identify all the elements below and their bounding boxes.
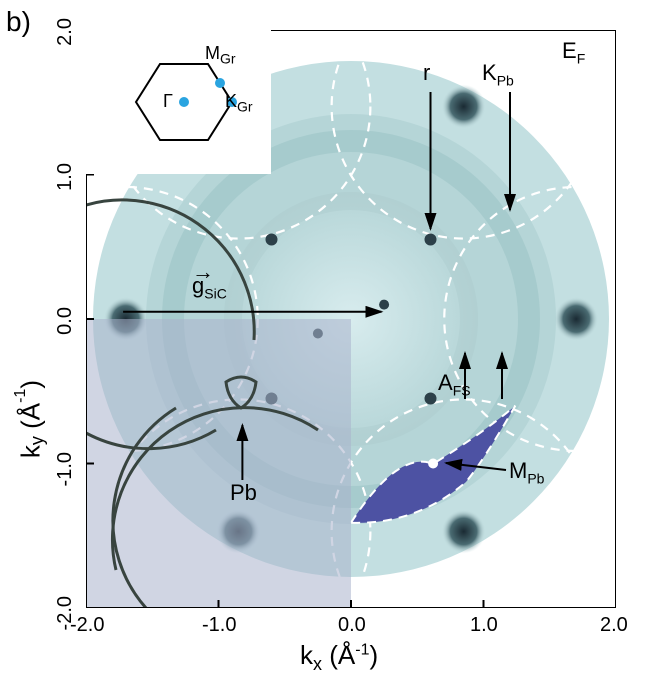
kgr-label: KGr <box>225 91 253 115</box>
afs-label: AFS <box>438 370 471 398</box>
xtick-3: 1.0 <box>470 614 498 637</box>
kpb-label: KPb <box>482 60 514 88</box>
xlabel: kx (Å-1) <box>300 640 378 675</box>
ytick-1: -1.0 <box>54 452 77 486</box>
r-label: r <box>423 60 430 86</box>
xtick-4: 2.0 <box>600 614 628 637</box>
xtick-0: -2.0 <box>70 614 104 637</box>
ytick-3: 1.0 <box>54 163 77 191</box>
ytick-4: 2.0 <box>54 18 77 46</box>
xtick-1: -1.0 <box>202 614 236 637</box>
xtick-2: 0.0 <box>338 614 366 637</box>
mpb-label: MPb <box>509 458 544 486</box>
mgr-label: MGr <box>205 43 236 67</box>
ylabel: ky (Å-1) <box>12 380 48 458</box>
panel-label: b) <box>6 6 31 38</box>
ytick-2: 0.0 <box>54 307 77 335</box>
arpes-map: Γ MGr KGr EF KPb r g→SiC AFS MPb Pb <box>86 30 616 608</box>
bz-inset: Γ MGr KGr <box>86 30 271 174</box>
mpb-dot <box>428 459 438 469</box>
ef-label: EF <box>562 38 585 66</box>
pb-label: Pb <box>230 480 257 506</box>
gsic-label: g→SiC <box>192 273 227 301</box>
gamma-label: Γ <box>163 91 173 111</box>
